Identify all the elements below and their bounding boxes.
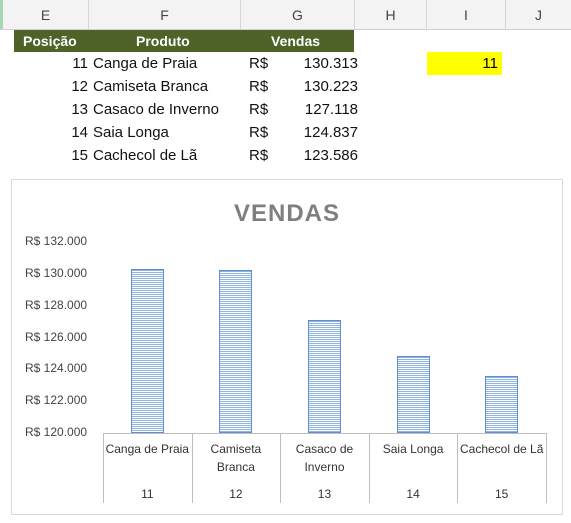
chart-bar[interactable]: [130, 268, 164, 433]
column-header-i[interactable]: I: [427, 0, 506, 29]
chart-bar[interactable]: [219, 270, 253, 433]
cell-moeda[interactable]: R$: [249, 55, 269, 72]
cell-posicao[interactable]: 13: [71, 101, 88, 118]
y-tick-label: R$ 130.000: [25, 265, 88, 280]
y-tick-label: R$ 122.000: [25, 393, 88, 408]
x-position-label: 12: [229, 487, 243, 501]
header-produto[interactable]: Produto: [136, 33, 190, 49]
x-position-label: 13: [317, 487, 332, 501]
cell-vendas[interactable]: 124.837: [303, 124, 358, 141]
cell-moeda[interactable]: R$: [249, 147, 269, 164]
x-category-label: Saia Longa: [382, 442, 444, 456]
cell-moeda[interactable]: R$: [249, 124, 269, 141]
cell-produto[interactable]: Canga de Praia: [93, 55, 198, 72]
position-input-cell[interactable]: 11: [427, 52, 502, 75]
header-posicao[interactable]: Posição: [23, 33, 77, 49]
table-header: Posição Produto Vendas: [14, 30, 354, 52]
table-row: 11 Canga de Praia R$ 130.313: [0, 52, 360, 75]
cell-moeda[interactable]: R$: [249, 101, 269, 118]
cell-vendas[interactable]: 123.586: [303, 147, 358, 164]
cell-posicao[interactable]: 12: [71, 78, 88, 95]
chart-bar[interactable]: [485, 375, 519, 433]
column-header-g[interactable]: G: [241, 0, 355, 29]
x-position-label: 15: [495, 487, 509, 501]
y-tick-label: R$ 124.000: [25, 361, 88, 376]
cell-produto[interactable]: Camiseta Branca: [93, 78, 209, 95]
header-vendas[interactable]: Vendas: [271, 33, 321, 49]
table-row: 14 Saia Longa R$ 124.837: [0, 121, 360, 144]
selection-indicator: [0, 0, 3, 29]
cell-produto[interactable]: Saia Longa: [93, 124, 169, 141]
y-tick-label: R$ 128.000: [25, 297, 88, 312]
x-category-label: Camiseta Branca: [210, 442, 262, 474]
cell-produto[interactable]: Cachecol de Lã: [93, 147, 198, 164]
cell-vendas[interactable]: 127.118: [304, 101, 358, 118]
column-header-f[interactable]: F: [89, 0, 241, 29]
table-row: 12 Camiseta Branca R$ 130.223: [0, 75, 360, 98]
chart-bar[interactable]: [396, 356, 430, 433]
x-category-label: Canga de Praia: [105, 442, 189, 456]
chart-axes: [103, 433, 547, 503]
cell-vendas[interactable]: 130.223: [303, 78, 358, 95]
cell-moeda[interactable]: R$: [249, 78, 269, 95]
chart-bar[interactable]: [308, 319, 341, 433]
x-position-label: 11: [141, 487, 154, 501]
column-header-h[interactable]: H: [355, 0, 427, 29]
x-category-label: Cachecol de Lã: [459, 442, 544, 456]
chart-title: VENDAS: [233, 200, 341, 227]
cell-posicao[interactable]: 14: [71, 124, 88, 141]
cell-posicao[interactable]: 15: [71, 147, 88, 164]
y-tick-label: R$ 120.000: [25, 425, 88, 439]
cell-posicao[interactable]: 11: [72, 55, 88, 72]
table-row: 13 Casaco de Inverno R$ 127.118: [0, 98, 360, 121]
table-row: 15 Cachecol de Lã R$ 123.586: [0, 144, 360, 167]
y-tick-label: R$ 132.000: [25, 234, 88, 248]
cell-vendas[interactable]: 130.313: [303, 55, 358, 72]
x-position-label: 14: [406, 487, 420, 501]
y-tick-label: R$ 126.000: [25, 329, 88, 344]
column-header-j[interactable]: J: [535, 7, 542, 23]
column-header-e[interactable]: E: [3, 0, 89, 29]
x-category-label: Casaco de Inverno: [295, 442, 354, 474]
column-header-bar: E F G H I J: [0, 0, 571, 30]
sales-chart[interactable]: VENDAS R$ 120.000 R$ 122.000 R$ 124.000 R$ …: [11, 179, 563, 515]
cell-produto[interactable]: Casaco de Inverno: [93, 101, 219, 118]
